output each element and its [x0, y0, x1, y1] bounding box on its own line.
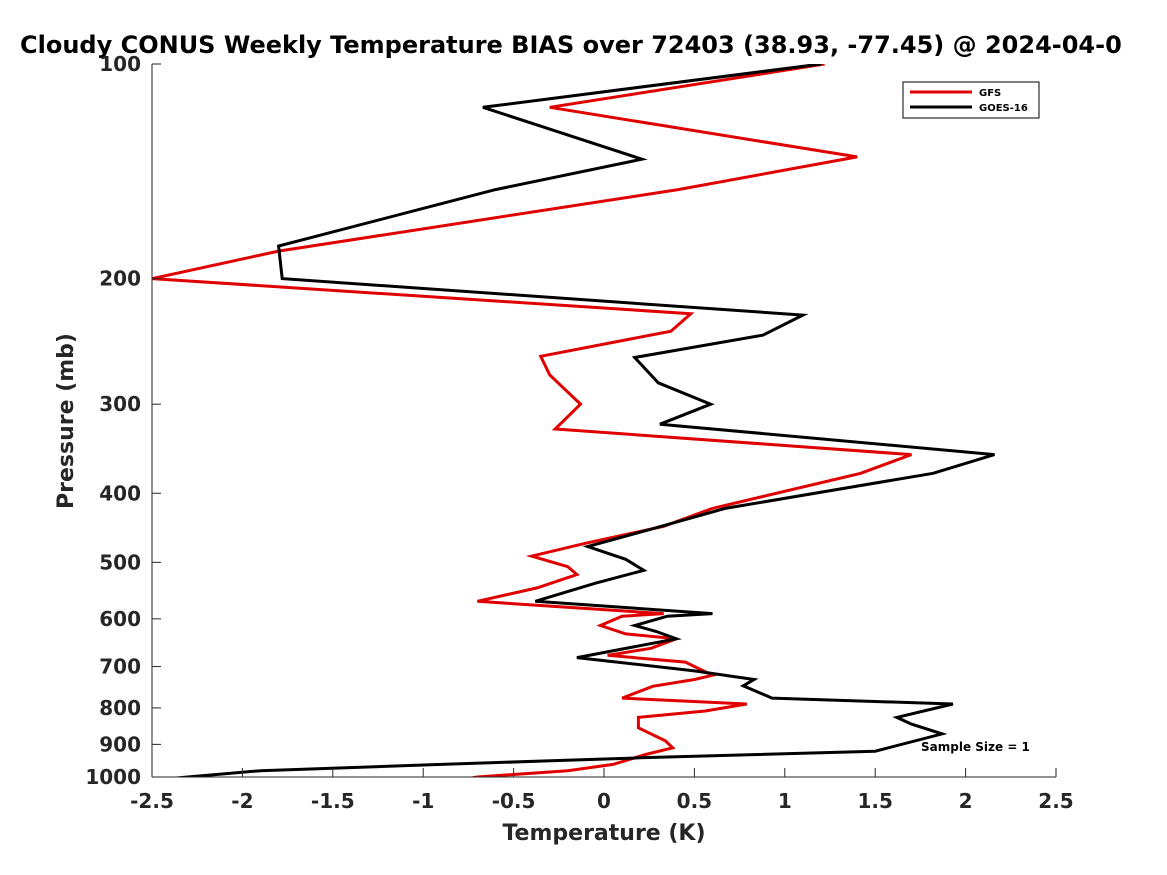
plot-area [152, 64, 1056, 777]
y-tick-label: 400 [99, 481, 141, 505]
series-line-gfs [152, 64, 912, 777]
y-tick-label: 600 [99, 607, 141, 631]
x-axis-label: Temperature (K) [502, 821, 705, 846]
x-tick-label: -2.5 [130, 789, 174, 813]
series-line-goes-16 [170, 64, 995, 777]
x-tick-label: 1.5 [857, 789, 892, 813]
y-tick-label: 100 [99, 52, 141, 76]
x-tick-label: 1 [778, 789, 792, 813]
x-tick-label: -1 [412, 789, 434, 813]
y-tick-label: 800 [99, 696, 141, 720]
x-tick-label: 2 [959, 789, 973, 813]
x-tick-label: 0 [597, 789, 611, 813]
y-tick-label: 200 [99, 267, 141, 291]
legend-label: GFS [979, 88, 1001, 99]
legend-label: GOES-16 [979, 103, 1028, 114]
y-tick-label: 500 [99, 550, 141, 574]
y-tick-label: 900 [99, 732, 141, 756]
x-tick-label: 0.5 [677, 789, 712, 813]
y-axis-label: Pressure (mb) [54, 333, 79, 509]
x-tick-label: 2.5 [1038, 789, 1073, 813]
y-tick-label: 700 [99, 655, 141, 679]
sample-size-annotation: Sample Size = 1 [921, 740, 1030, 754]
chart-title: Cloudy CONUS Weekly Temperature BIAS ove… [20, 31, 1122, 59]
legend: GFS GOES-16 [902, 81, 1040, 119]
x-tick-label: -1.5 [311, 789, 355, 813]
x-tick-label: -0.5 [492, 789, 536, 813]
x-tick-label: -2 [231, 789, 253, 813]
y-tick-label: 1000 [85, 765, 141, 789]
legend-box [902, 81, 1040, 119]
y-tick-label: 300 [99, 392, 141, 416]
